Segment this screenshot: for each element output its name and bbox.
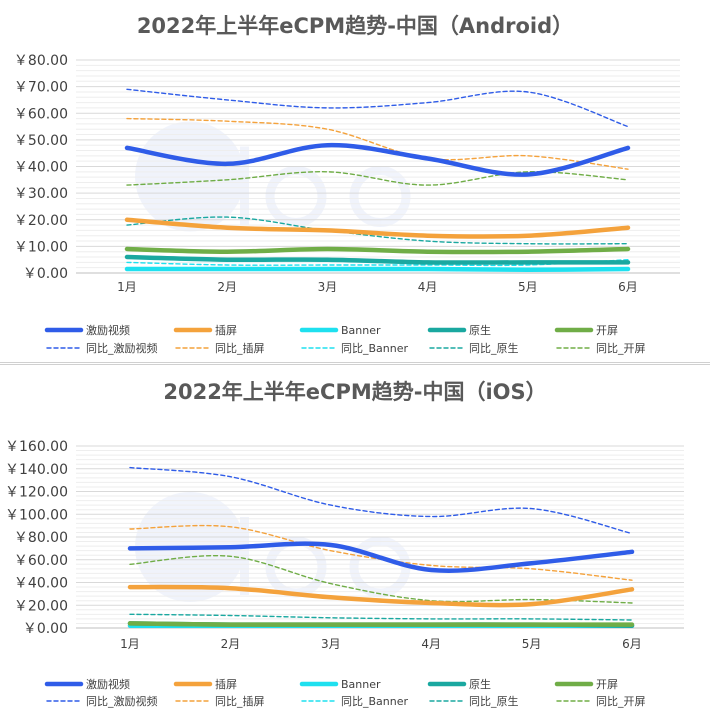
legend-item[interactable]: 同比_原生	[429, 694, 519, 708]
legend-label: 插屏	[215, 677, 237, 691]
y-tick-label: ￥0.00	[23, 621, 68, 637]
legend-label: 激励视频	[86, 323, 130, 337]
x-tick-label: 6月	[618, 280, 638, 294]
x-tick-label: 4月	[418, 280, 438, 294]
y-tick-label: ￥140.00	[5, 462, 68, 478]
x-tick-label: 1月	[120, 637, 140, 651]
legend-item[interactable]: 同比_开屏	[556, 695, 646, 708]
series-line-4	[127, 621, 635, 627]
chart-panel-android: 2022年上半年eCPM趋势-中国（Android） ￥0.00 ￥10.00 ￥2…	[0, 14, 710, 363]
legend-item[interactable]: 同比_Banner	[301, 342, 408, 355]
x-tick-label: 1月	[117, 280, 137, 294]
series-line-5	[129, 466, 633, 535]
chart-panel-ios: 2022年上半年eCPM趋势-中国（iOS） ￥0.00 ￥20.00 ￥40.00…	[0, 364, 710, 721]
y-tick-label: ￥0.00	[23, 266, 68, 282]
series-line-0	[127, 541, 635, 573]
legend-label: 同比_插屏	[215, 341, 265, 355]
y-tick-label: ￥40.00	[14, 160, 68, 176]
legend-label: 同比_开屏	[596, 695, 646, 708]
legend-item[interactable]: 插屏	[173, 323, 237, 337]
legend-item[interactable]: 开屏	[554, 324, 618, 337]
legend-label: 同比_原生	[469, 341, 519, 355]
y-tick-label: ￥50.00	[14, 133, 68, 149]
series-line-3	[124, 254, 631, 265]
x-tick-label: 3月	[321, 637, 341, 651]
legend-item[interactable]: 同比_开屏	[556, 342, 646, 355]
legend-label: 同比_激励视频	[86, 341, 158, 355]
legend-label: Banner	[341, 678, 381, 691]
legend-label: 开屏	[596, 678, 618, 691]
x-tick-label: 2月	[221, 637, 241, 651]
series-line-1	[124, 217, 631, 239]
gridlines	[76, 59, 680, 274]
series-line-9	[129, 555, 633, 604]
y-tick-label: ￥160.00	[5, 439, 68, 455]
legend-item[interactable]: 插屏	[173, 677, 237, 691]
legend-label: 插屏	[215, 323, 237, 337]
series-line-0	[124, 142, 631, 177]
y-tick-label: ￥60.00	[14, 106, 68, 122]
x-tick-label: 5月	[518, 280, 538, 294]
series-line-6	[126, 117, 629, 170]
legend-item[interactable]: 原生	[427, 677, 491, 691]
legend-item[interactable]: 同比_插屏	[175, 341, 265, 355]
chart-plot-ios: ￥0.00 ￥20.00 ￥40.00 ￥60.00 ￥80.00 ￥100.00 ￥120…	[5, 439, 684, 708]
legend-item[interactable]: 同比_激励视频	[46, 341, 158, 355]
legend-item[interactable]: Banner	[299, 678, 381, 691]
y-tick-label: ￥20.00	[14, 213, 68, 229]
legend-item[interactable]: 激励视频	[44, 677, 130, 691]
legend-item[interactable]: 开屏	[554, 678, 618, 691]
legend-item[interactable]: Banner	[299, 324, 381, 337]
series-line-8	[126, 216, 629, 245]
legend-label: Banner	[341, 324, 381, 337]
legend-label: 同比_插屏	[215, 694, 265, 708]
legend-item[interactable]: 同比_插屏	[175, 694, 265, 708]
y-tick-label: ￥100.00	[5, 507, 68, 523]
series-line-8	[129, 613, 633, 621]
legend-item[interactable]: 同比_Banner	[301, 695, 408, 708]
series-line-1	[127, 584, 635, 608]
legend-label: 同比_Banner	[341, 342, 408, 355]
legend-label: 原生	[469, 677, 491, 691]
legend-label: 同比_Banner	[341, 695, 408, 708]
legend-item[interactable]: 原生	[427, 323, 491, 337]
y-tick-label: ￥80.00	[14, 53, 68, 69]
legend-item[interactable]: 同比_原生	[429, 341, 519, 355]
chart-title: 2022年上半年eCPM趋势-中国（iOS）	[163, 380, 547, 404]
series-line-5	[126, 88, 629, 128]
x-tick-label: 6月	[622, 637, 642, 651]
legend-label: 同比_激励视频	[86, 694, 158, 708]
x-tick-label: 2月	[217, 280, 237, 294]
series-line-4	[124, 246, 631, 255]
y-tick-label: ￥70.00	[14, 80, 68, 96]
x-tick-label: 3月	[318, 280, 338, 294]
legend-label: 开屏	[596, 324, 618, 337]
legend-label: 激励视频	[86, 677, 130, 691]
y-tick-label: ￥10.00	[14, 239, 68, 255]
legend-item[interactable]: 同比_激励视频	[46, 694, 158, 708]
y-tick-label: ￥80.00	[14, 530, 68, 546]
x-tick-label: 4月	[421, 637, 441, 651]
x-tick-label: 5月	[522, 637, 542, 651]
y-tick-label: ￥60.00	[14, 553, 68, 569]
y-tick-label: ￥120.00	[5, 485, 68, 501]
series-line-2	[124, 266, 631, 273]
legend-label: 同比_开屏	[596, 342, 646, 355]
y-tick-label: ￥40.00	[14, 576, 68, 592]
y-tick-label: ￥30.00	[14, 186, 68, 202]
chart-plot-android: ￥0.00 ￥10.00 ￥20.00 ￥30.00 ￥40.00 ￥50.00 ￥60.0…	[14, 53, 680, 355]
legend-item[interactable]: 激励视频	[44, 323, 130, 337]
chart-title: 2022年上半年eCPM趋势-中国（Android）	[136, 14, 574, 38]
legend-label: 同比_原生	[469, 694, 519, 708]
legend-label: 原生	[469, 323, 491, 337]
y-tick-label: ￥20.00	[14, 598, 68, 614]
